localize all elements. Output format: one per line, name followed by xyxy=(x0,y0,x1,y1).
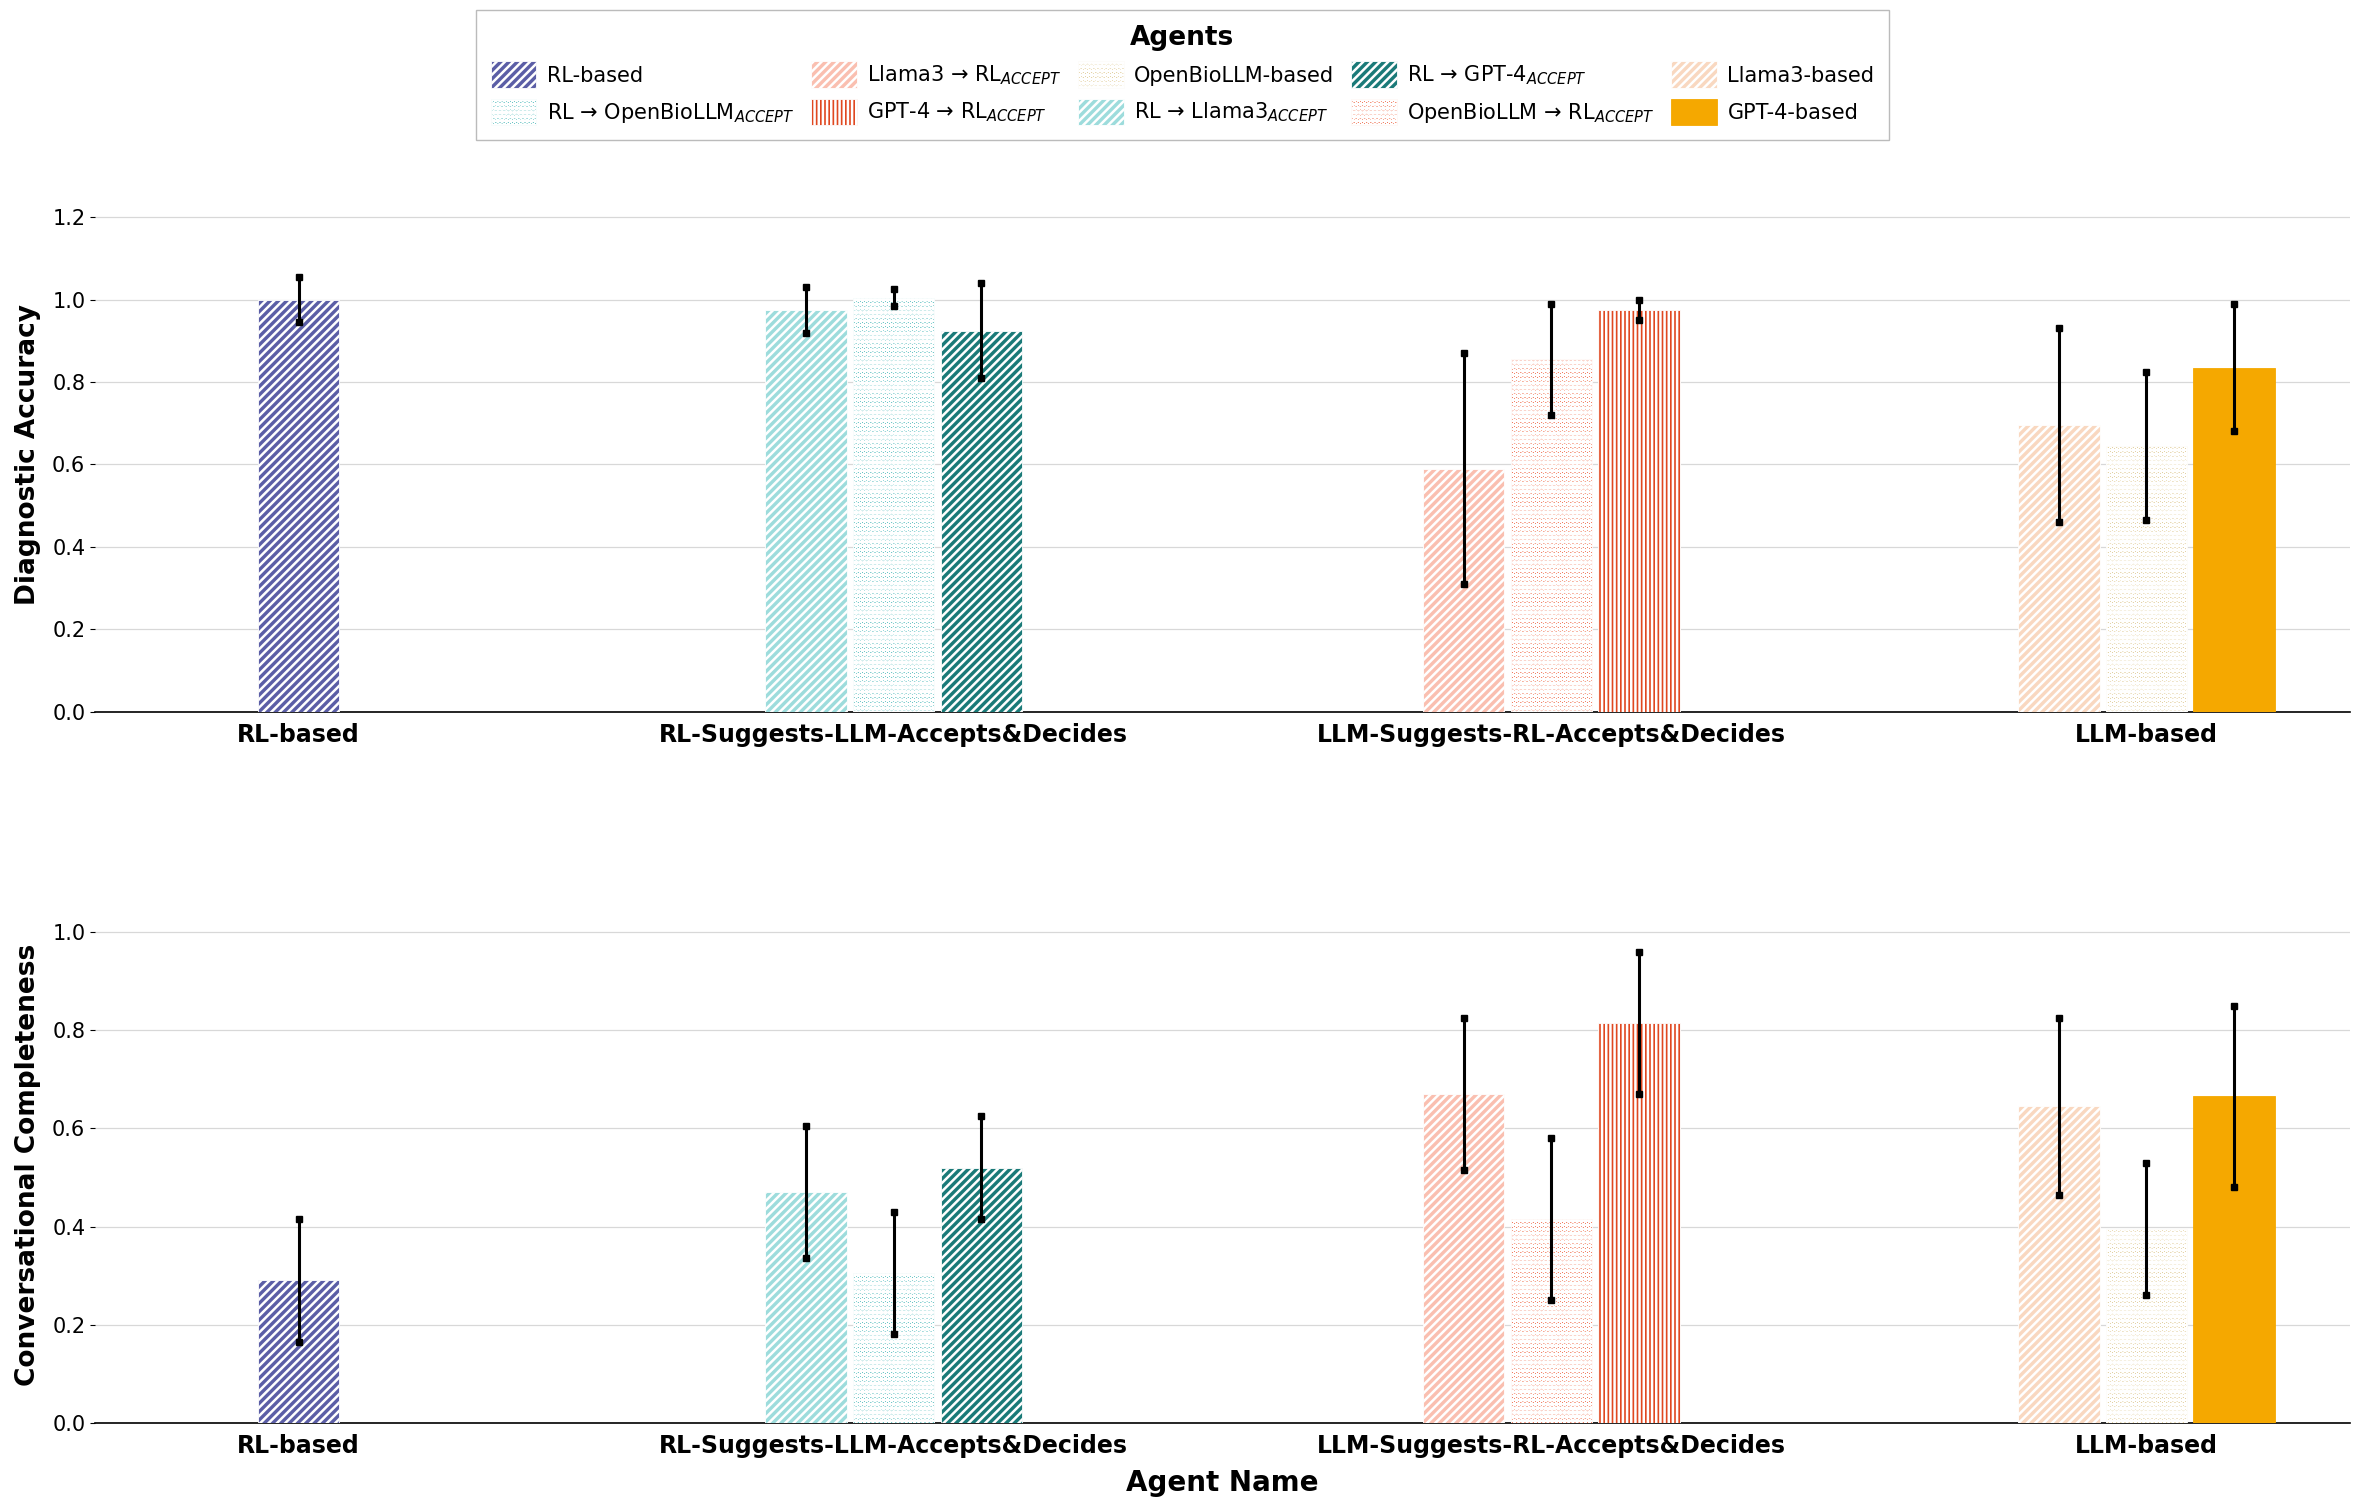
Bar xyxy=(2105,1229,2188,1423)
Bar xyxy=(258,299,341,712)
Bar xyxy=(2105,446,2188,712)
Bar xyxy=(1599,310,1679,712)
Bar xyxy=(941,331,1022,712)
Bar xyxy=(1424,1095,1504,1423)
Y-axis label: Conversational Completeness: Conversational Completeness xyxy=(14,943,40,1387)
Legend: RL-based, RL → OpenBioLLM$_{ACCEPT}$, Llama3 → RL$_{ACCEPT}$, GPT-4 → RL$_{ACCEP: RL-based, RL → OpenBioLLM$_{ACCEPT}$, Ll… xyxy=(475,11,1890,141)
Bar xyxy=(2017,1107,2100,1423)
Bar xyxy=(1511,1219,1592,1423)
Bar xyxy=(258,1281,341,1423)
Bar xyxy=(1424,469,1504,712)
X-axis label: Agent Name: Agent Name xyxy=(1126,1470,1320,1497)
Bar xyxy=(1511,360,1592,712)
Bar xyxy=(2192,367,2275,712)
Bar xyxy=(854,298,934,712)
Bar xyxy=(766,1191,847,1423)
Bar xyxy=(941,1167,1022,1423)
Bar xyxy=(766,310,847,712)
Y-axis label: Diagnostic Accuracy: Diagnostic Accuracy xyxy=(14,304,40,605)
Bar xyxy=(1599,1024,1679,1423)
Bar xyxy=(2017,425,2100,712)
Bar xyxy=(854,1273,934,1423)
Bar xyxy=(2192,1096,2275,1423)
